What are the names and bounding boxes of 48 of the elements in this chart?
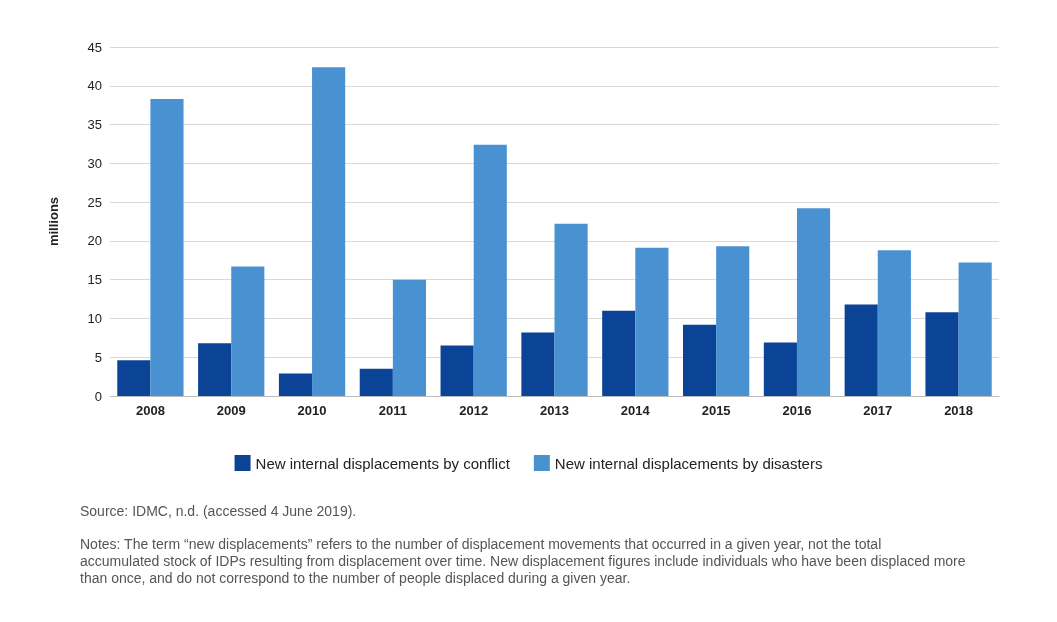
- legend-label: New internal displacements by disasters: [554, 454, 823, 472]
- bar: [925, 312, 959, 396]
- bar: [150, 98, 184, 396]
- text: Notes: The term “new displacements” refers to the number of displacement movements that occurred in a given year, not the total accumulated stock of IDPs resulting from displacement over time. New displacement figures include individuals who have been displaced more than once, and do not correspond to the number of people displaced during a given year.: [80, 535, 970, 586]
- source-note: Source: IDMC, n.d. (accessed 4 June 2019).: [80, 502, 357, 519]
- bar: [278, 373, 313, 396]
- bar: [473, 144, 507, 396]
- x-tick-label: 2018: [944, 403, 974, 418]
- y-tick-label: 5: [94, 349, 102, 365]
- x-tick-label: 2008: [135, 403, 165, 418]
- bar: [602, 310, 636, 396]
- y-tick-label: 15: [87, 272, 102, 288]
- bar: [521, 332, 555, 396]
- x-tick-label: 2017: [863, 403, 893, 418]
- bar: [958, 262, 992, 396]
- bar: [198, 343, 232, 396]
- x-tick-label: 2011: [378, 403, 407, 418]
- x-tick-label: 2016: [782, 403, 812, 418]
- y-tick-label: 40: [87, 78, 102, 94]
- bar: [844, 304, 878, 396]
- y-tick-label: 25: [87, 194, 102, 210]
- bar: [312, 67, 346, 396]
- y-tick-label: 10: [87, 310, 102, 326]
- bar: [359, 368, 393, 396]
- bar: [231, 266, 265, 396]
- bar: [635, 247, 669, 396]
- x-tick-label: 2012: [459, 403, 489, 418]
- x-tick-label: 2015: [701, 403, 731, 418]
- y-axis-title: millions: [46, 196, 61, 247]
- x-tick-label: 2013: [540, 403, 569, 418]
- y-tick-label: 0: [94, 388, 102, 404]
- bar: [392, 279, 426, 396]
- bar: [796, 208, 831, 396]
- y-tick-label: 30: [87, 155, 102, 171]
- bar: [877, 250, 911, 396]
- y-tick-label: 20: [87, 233, 102, 249]
- bar: [716, 246, 750, 396]
- y-tick-label: 45: [87, 39, 102, 55]
- bar: [683, 324, 717, 396]
- x-tick-label: 2010: [297, 403, 327, 418]
- bar: [763, 342, 797, 396]
- x-tick-label: 2009: [216, 403, 246, 418]
- legend-label: New internal displacements by conflict: [255, 454, 511, 472]
- y-tick-label: 35: [87, 117, 102, 133]
- x-tick-label: 2014: [620, 403, 651, 418]
- bar: [440, 345, 474, 396]
- bar: [117, 360, 151, 396]
- bar: [554, 223, 588, 396]
